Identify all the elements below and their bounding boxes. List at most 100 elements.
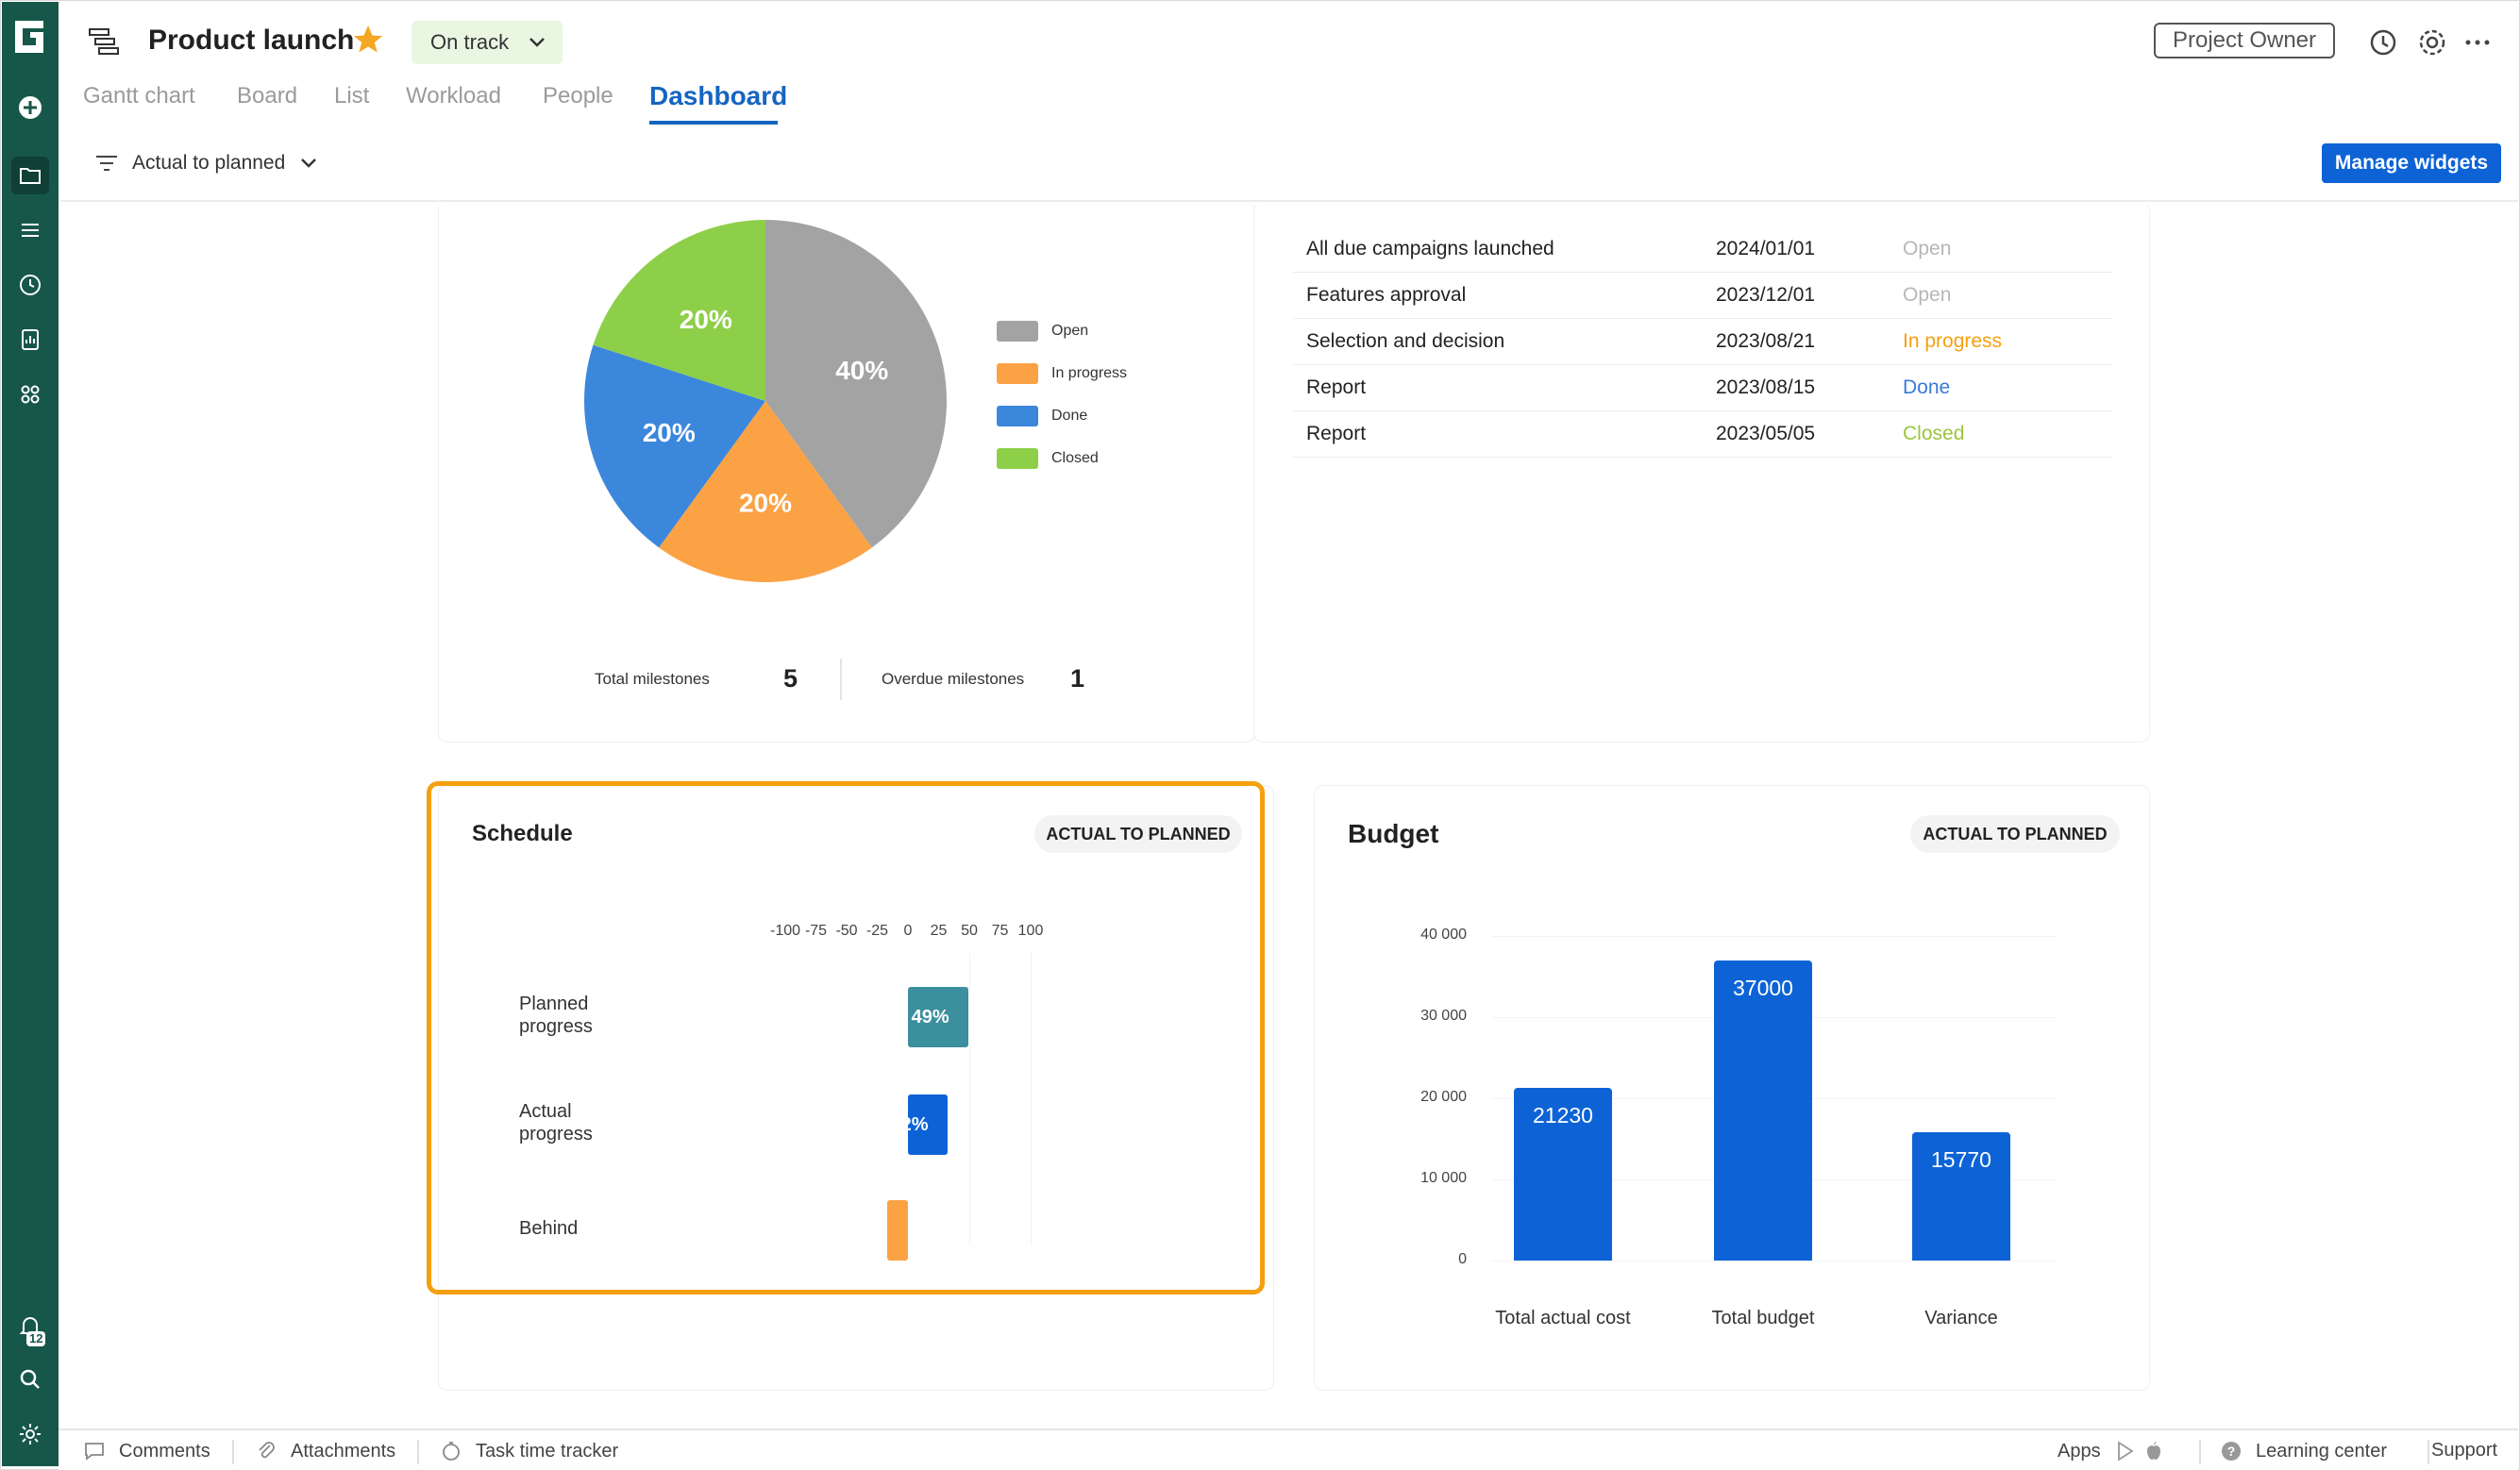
apple-icon (2146, 1442, 2160, 1460)
legend-label: Done (1051, 408, 1088, 424)
milestone-name: Report (1306, 376, 1367, 398)
status-label: On track (430, 30, 510, 54)
table-row[interactable]: Report 2023/05/05 Closed (1293, 411, 2112, 458)
milestone-date: 2023/12/01 (1716, 284, 1816, 306)
pie-slice-closed (593, 220, 765, 401)
role-badge[interactable]: Project Owner (2154, 23, 2335, 58)
projects-folder-icon[interactable] (11, 157, 49, 194)
settings-gear-icon[interactable] (11, 1415, 49, 1453)
schedule-gridline (1031, 953, 1032, 1245)
chevron-down-icon (529, 38, 545, 47)
footer-divider (417, 1440, 419, 1464)
tab-board[interactable]: Board (237, 83, 298, 109)
history-icon[interactable] (2367, 26, 2399, 58)
notification-count-badge: 12 (26, 1331, 46, 1346)
pie-slice-in-progress (659, 401, 872, 582)
schedule-row-label: Behind (519, 1218, 579, 1239)
add-icon[interactable] (11, 89, 49, 126)
budget-axis-tick: 20 000 (1420, 1089, 1467, 1105)
legend-item-done: Done (997, 406, 1087, 426)
milestone-date: 2023/08/21 (1716, 330, 1816, 352)
budget-bar (1514, 1088, 1612, 1261)
milestone-status: In progress (1903, 330, 2003, 352)
tab-list[interactable]: List (334, 83, 370, 109)
schedule-row-label: Actual progress (519, 1101, 593, 1144)
google-play-icon (2117, 1441, 2134, 1462)
project-gantt-icon (89, 28, 119, 55)
milestone-name: Features approval (1306, 284, 1467, 306)
list-icon[interactable] (11, 211, 49, 249)
milestone-status: Open (1903, 238, 1952, 259)
schedule-axis-tick: 100 (1017, 923, 1044, 939)
pie-slice-label: 40% (835, 356, 888, 385)
tab-workload[interactable]: Workload (406, 83, 501, 109)
project-status-dropdown[interactable]: On track (412, 21, 563, 64)
schedule-gridline (969, 953, 970, 1245)
more-options-icon[interactable] (2461, 26, 2494, 58)
schedule-bar (886, 1200, 908, 1261)
milestones-table: All due campaigns launched 2024/01/01 Open… (1293, 226, 2112, 458)
comments-button[interactable]: Comments (83, 1440, 210, 1462)
filter-icon (96, 156, 117, 171)
overdue-milestones-value: 1 (1070, 664, 1085, 693)
filter-dropdown[interactable]: Actual to planned (94, 149, 330, 177)
schedule-axis-tick: -75 (804, 923, 828, 939)
search-icon[interactable] (11, 1361, 49, 1398)
table-row[interactable]: Selection and decision 2023/08/21 In progr… (1293, 319, 2112, 365)
pie-slice-label: 20% (643, 418, 696, 447)
schedule-badge: ACTUAL TO PLANNED (1034, 815, 1242, 853)
budget-bar (1714, 960, 1812, 1261)
table-row[interactable]: All due campaigns launched 2024/01/01 Open (1293, 226, 2112, 273)
schedule-title: Schedule (472, 821, 573, 846)
reports-icon[interactable] (11, 321, 49, 359)
toolbar-divider (60, 200, 2518, 202)
tab-people[interactable]: People (543, 83, 613, 109)
pie-slice-label: 20% (680, 305, 732, 334)
pie-slice-label: 20% (739, 489, 792, 518)
support-link[interactable]: Support (2431, 1440, 2497, 1462)
legend-label: Open (1051, 323, 1089, 339)
tab-dashboard[interactable]: Dashboard (649, 81, 788, 110)
budget-category-label: Total budget (1711, 1308, 1815, 1328)
schedule-bar: 49% (908, 987, 968, 1047)
attachments-button[interactable]: Attachments (255, 1440, 395, 1462)
task-time-tracker-label: Task time tracker (476, 1440, 619, 1462)
budget-bar-value: 21230 (1533, 1103, 1593, 1128)
milestones-list-widget (1253, 202, 2150, 743)
table-row[interactable]: Report 2023/08/15 Done (1293, 365, 2112, 411)
table-row[interactable]: Features approval 2023/12/01 Open (1293, 273, 2112, 319)
legend-item-closed: Closed (997, 448, 1099, 469)
apps-label: Apps (2058, 1440, 2101, 1462)
time-icon[interactable] (11, 266, 49, 304)
budget-bar-value: 15770 (1931, 1147, 1991, 1173)
budget-title: Budget (1348, 819, 1439, 848)
milestone-status: Done (1903, 376, 1951, 398)
favorite-star-icon[interactable] (351, 23, 385, 57)
milestone-date: 2023/05/05 (1716, 423, 1816, 444)
legend-swatch (997, 406, 1038, 426)
left-rail: 12 (2, 2, 59, 1466)
footer-bar: Comments Attachments Task time tracker A… (59, 1428, 2518, 1470)
active-tab-indicator (649, 121, 778, 125)
total-milestones-label: Total milestones (595, 670, 710, 688)
filter-label: Actual to planned (132, 152, 286, 174)
gantt-logo-icon[interactable] (8, 15, 51, 58)
budget-category-label: Total actual cost (1495, 1308, 1631, 1328)
learning-center-link[interactable]: ? Learning center (2220, 1440, 2387, 1462)
pie-slice-done (584, 344, 765, 548)
chevron-down-icon (301, 159, 317, 168)
budget-bar (1912, 1132, 2010, 1261)
task-time-tracker-button[interactable]: Task time tracker (440, 1440, 618, 1462)
settings-icon[interactable] (2416, 26, 2448, 58)
apps-link[interactable]: Apps (2058, 1440, 2165, 1462)
tab-gantt-chart[interactable]: Gantt chart (83, 83, 195, 109)
legend-item-open: Open (997, 321, 1088, 342)
budget-axis-tick: 10 000 (1420, 1170, 1467, 1186)
apps-grid-icon[interactable] (11, 376, 49, 413)
schedule-axis-tick: 50 (961, 923, 978, 939)
comments-label: Comments (119, 1440, 210, 1462)
schedule-axis-tick: 75 (991, 923, 1009, 939)
paperclip-icon (259, 1442, 275, 1459)
milestone-date: 2024/01/01 (1716, 238, 1816, 259)
manage-widgets-button[interactable]: Manage widgets (2322, 143, 2501, 183)
